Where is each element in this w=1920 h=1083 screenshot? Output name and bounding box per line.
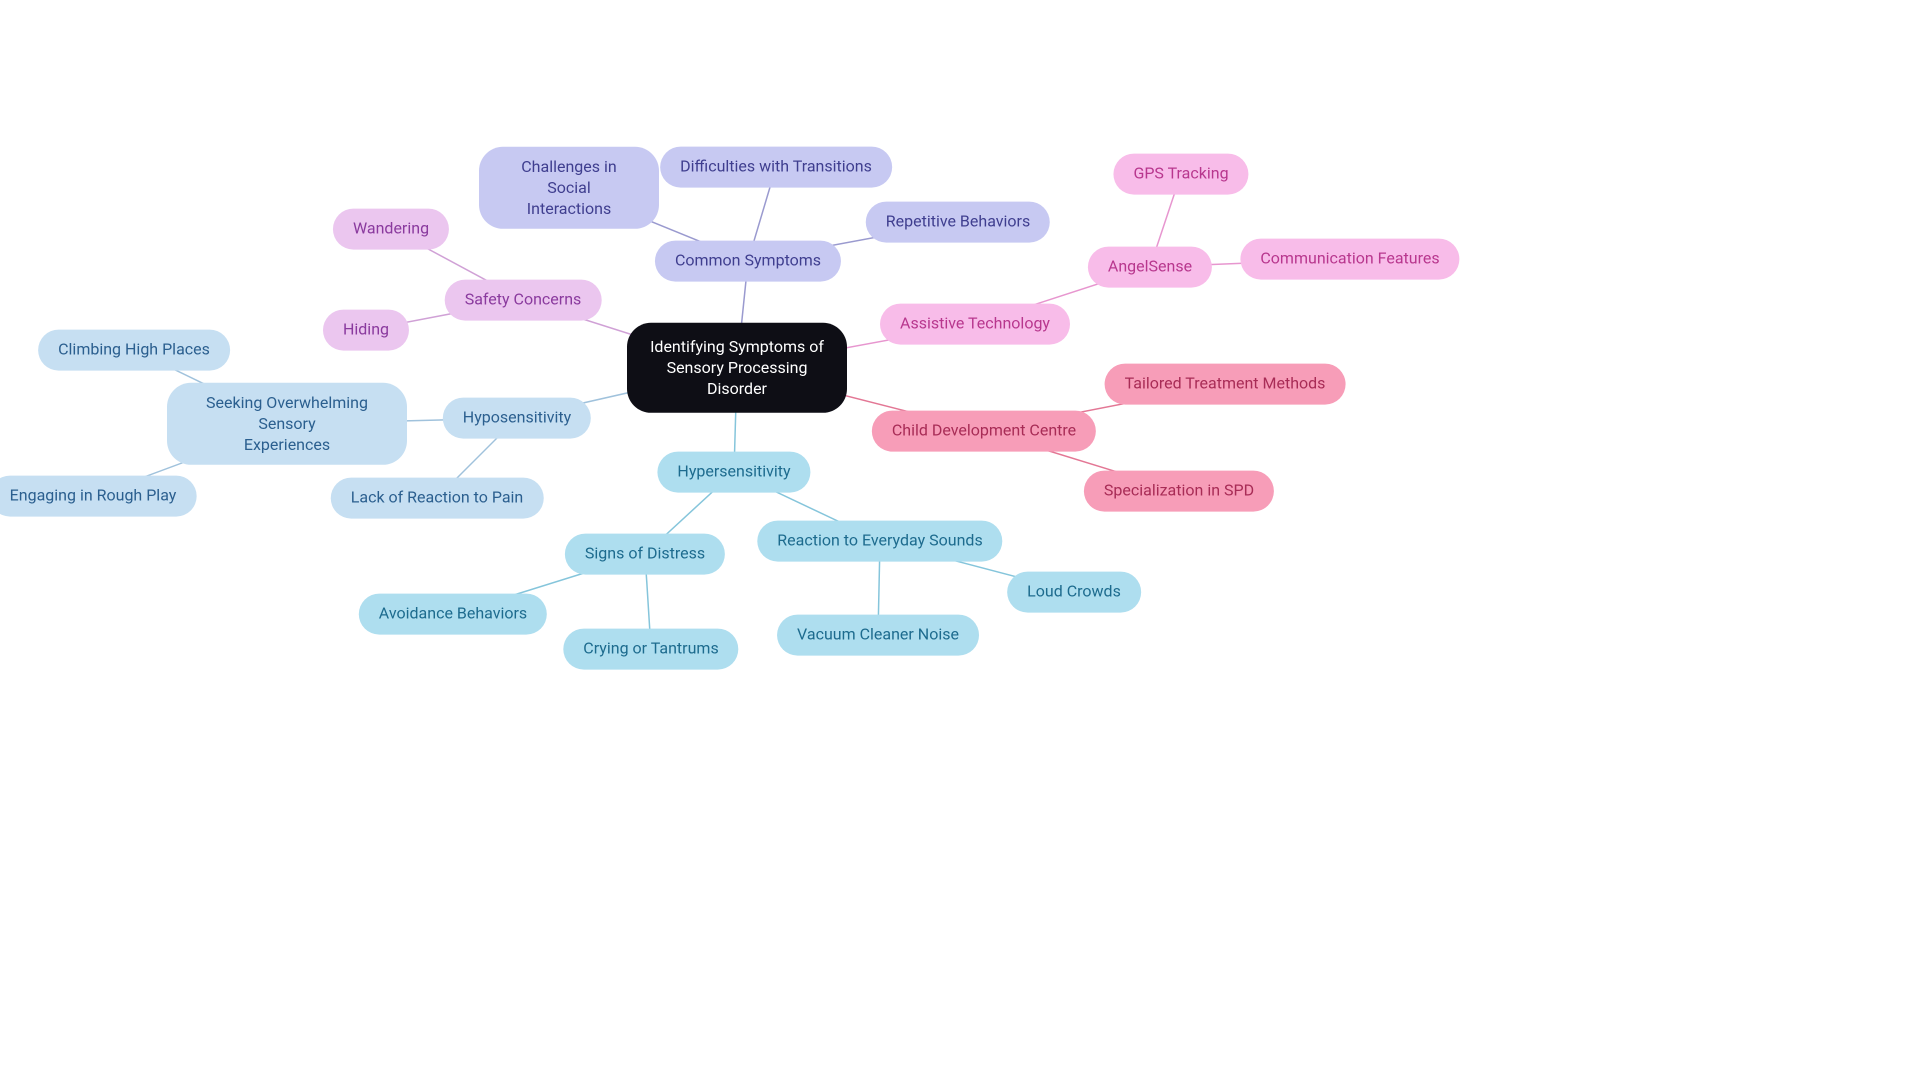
node-label: Safety Concerns: [465, 290, 582, 311]
node-crying: Crying or Tantrums: [563, 629, 738, 670]
node-comm: Communication Features: [1240, 239, 1459, 280]
node-label: Hyposensitivity: [463, 408, 571, 429]
node-label: Assistive Technology: [900, 314, 1050, 335]
node-crowds: Loud Crowds: [1007, 572, 1141, 613]
node-label: Difficulties with Transitions: [680, 157, 872, 178]
node-cdc: Child Development Centre: [872, 411, 1096, 452]
node-label: Hiding: [343, 320, 389, 341]
node-label: Avoidance Behaviors: [379, 604, 527, 625]
node-root: Identifying Symptoms of Sensory Processi…: [627, 323, 847, 413]
node-avoidance: Avoidance Behaviors: [359, 594, 547, 635]
node-nopain: Lack of Reaction to Pain: [331, 478, 544, 519]
node-distress: Signs of Distress: [565, 534, 725, 575]
node-label: Repetitive Behaviors: [886, 212, 1030, 233]
node-label: Hypersensitivity: [677, 462, 790, 483]
node-safety: Safety Concerns: [445, 280, 602, 321]
node-label: GPS Tracking: [1133, 164, 1228, 185]
node-label: Tailored Treatment Methods: [1125, 374, 1326, 395]
node-label: Identifying Symptoms of Sensory Processi…: [649, 337, 825, 399]
node-angelsense: AngelSense: [1088, 247, 1212, 288]
node-hiding: Hiding: [323, 310, 409, 351]
node-social: Challenges in Social Interactions: [479, 147, 659, 229]
node-label: Common Symptoms: [675, 251, 821, 272]
node-hyper: Hypersensitivity: [657, 452, 810, 493]
node-transitions: Difficulties with Transitions: [660, 147, 892, 188]
node-label: Loud Crowds: [1027, 582, 1121, 603]
node-label: Engaging in Rough Play: [10, 486, 177, 507]
node-gps: GPS Tracking: [1113, 154, 1248, 195]
node-label: Challenges in Social Interactions: [499, 157, 639, 219]
node-repetitive: Repetitive Behaviors: [866, 202, 1050, 243]
node-sounds: Reaction to Everyday Sounds: [757, 521, 1002, 562]
node-label: Reaction to Everyday Sounds: [777, 531, 982, 552]
node-label: Vacuum Cleaner Noise: [797, 625, 959, 646]
node-hypo: Hyposensitivity: [443, 398, 591, 439]
node-specialization: Specialization in SPD: [1084, 471, 1274, 512]
node-label: Climbing High Places: [58, 340, 210, 361]
node-label: Seeking Overwhelming Sensory Experiences: [187, 393, 387, 455]
node-assistive: Assistive Technology: [880, 304, 1070, 345]
node-rough: Engaging in Rough Play: [0, 476, 196, 517]
node-label: AngelSense: [1108, 257, 1192, 278]
node-label: Child Development Centre: [892, 421, 1076, 442]
node-common: Common Symptoms: [655, 241, 841, 282]
node-label: Wandering: [353, 219, 429, 240]
node-wandering: Wandering: [333, 209, 449, 250]
node-label: Lack of Reaction to Pain: [351, 488, 524, 509]
node-label: Signs of Distress: [585, 544, 705, 565]
node-label: Communication Features: [1260, 249, 1439, 270]
node-vacuum: Vacuum Cleaner Noise: [777, 615, 979, 656]
node-treatment: Tailored Treatment Methods: [1105, 364, 1346, 405]
node-label: Specialization in SPD: [1104, 481, 1254, 502]
node-label: Crying or Tantrums: [583, 639, 718, 660]
node-climbing: Climbing High Places: [38, 330, 230, 371]
node-seeking: Seeking Overwhelming Sensory Experiences: [167, 383, 407, 465]
